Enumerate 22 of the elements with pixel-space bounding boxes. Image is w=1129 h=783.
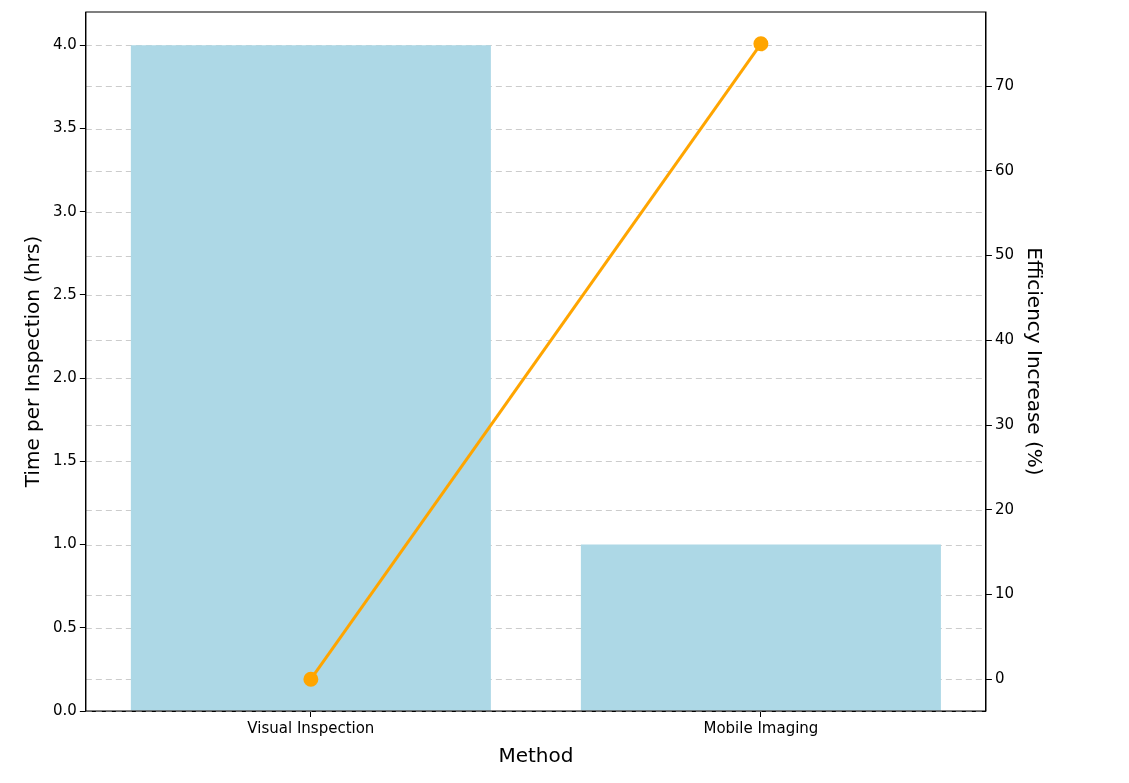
y2-tick-label: 50: [994, 245, 1015, 264]
y-tick-label: 2.5: [53, 284, 77, 303]
y-tick-label: 3.0: [53, 201, 77, 220]
y2-tick-label: 60: [994, 160, 1015, 179]
y-tick-label: 2.0: [53, 368, 77, 387]
x-tick-label: Mobile Imaging: [703, 718, 819, 737]
y2-tick-label: 0: [994, 669, 1005, 688]
y-tick-label: 0.5: [53, 617, 77, 636]
x-tick-label: Visual Inspection: [247, 718, 375, 737]
y2-tick-label: 10: [994, 584, 1015, 603]
y-tick-label: 0.0: [53, 700, 77, 719]
y-tick-label: 3.5: [53, 118, 77, 137]
y-tick-label: 4.0: [53, 35, 77, 54]
y2-tick-label: 40: [994, 330, 1015, 349]
x-axis-title: Method: [498, 743, 574, 768]
y2-tick-label: 70: [994, 76, 1015, 95]
y-tick-label: 1.0: [53, 534, 77, 553]
y-axis-title: Time per Inspection (hrs): [20, 235, 45, 489]
y2-axis-title: Efficiency Increase (%): [1022, 247, 1047, 476]
y2-tick-label: 20: [994, 499, 1015, 518]
y-tick-label: 1.5: [53, 451, 77, 470]
y2-tick-label: 30: [994, 414, 1015, 433]
